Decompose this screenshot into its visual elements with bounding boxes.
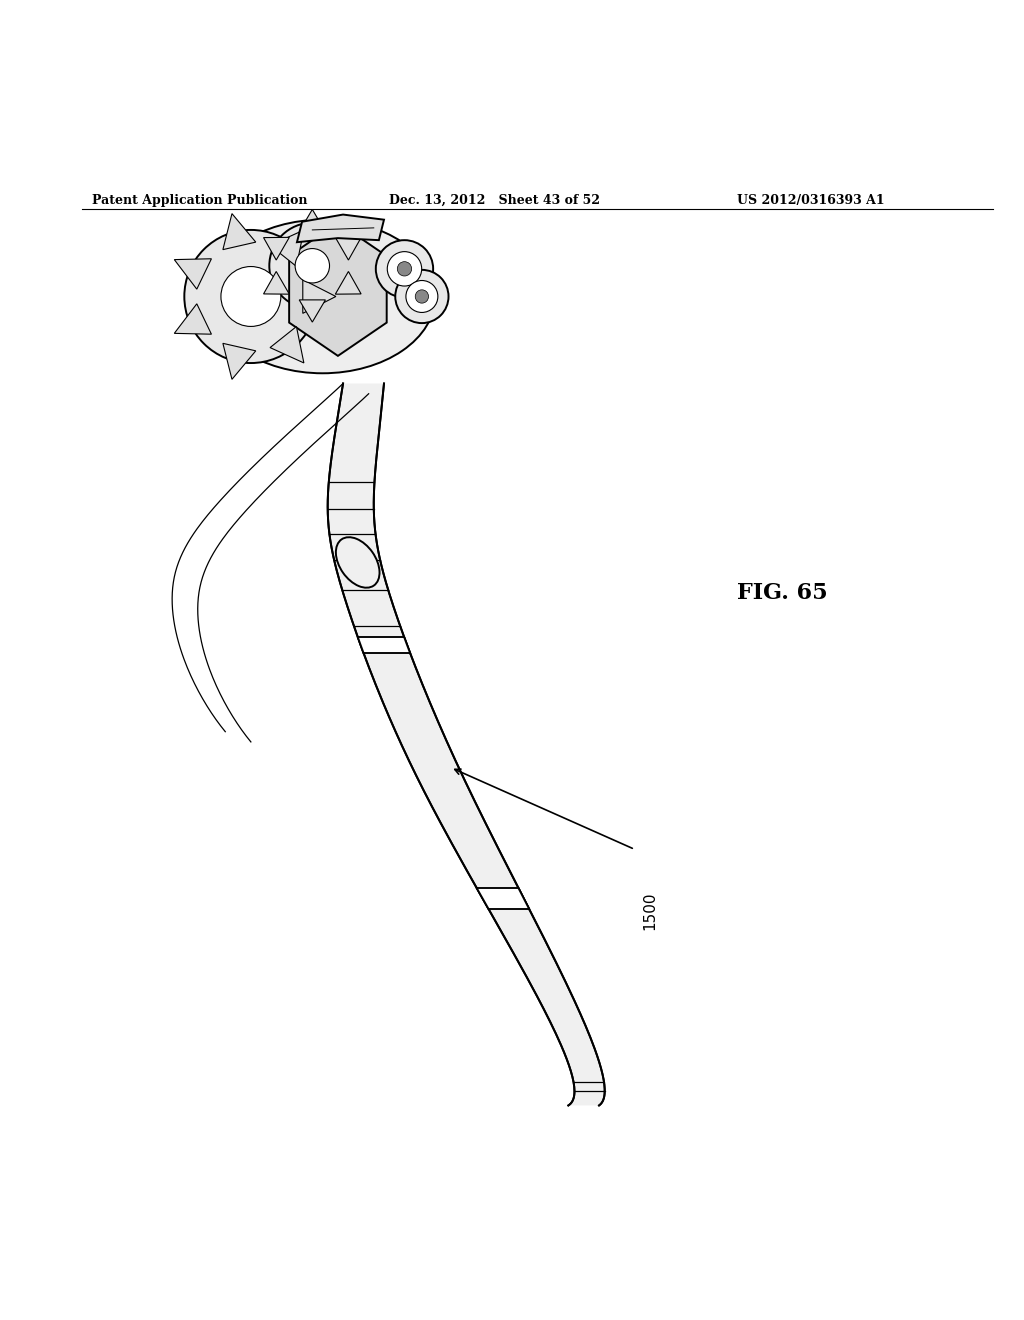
Circle shape — [406, 281, 438, 313]
Polygon shape — [335, 238, 361, 260]
Circle shape — [295, 248, 330, 282]
Polygon shape — [335, 272, 361, 294]
Polygon shape — [328, 384, 605, 1105]
Ellipse shape — [336, 537, 380, 587]
Circle shape — [397, 261, 412, 276]
Polygon shape — [270, 230, 304, 267]
Polygon shape — [348, 297, 430, 352]
Text: 1500: 1500 — [643, 891, 657, 931]
Circle shape — [395, 269, 449, 323]
Polygon shape — [297, 215, 384, 242]
Polygon shape — [357, 638, 410, 653]
Polygon shape — [174, 259, 211, 289]
Circle shape — [387, 252, 422, 286]
Text: FIG. 65: FIG. 65 — [737, 582, 828, 605]
Polygon shape — [303, 280, 336, 313]
Ellipse shape — [210, 219, 435, 374]
Polygon shape — [289, 223, 387, 356]
Polygon shape — [263, 272, 290, 294]
Polygon shape — [263, 238, 290, 260]
Polygon shape — [223, 343, 256, 379]
Text: Dec. 13, 2012   Sheet 43 of 52: Dec. 13, 2012 Sheet 43 of 52 — [389, 194, 600, 207]
Polygon shape — [299, 300, 326, 322]
Polygon shape — [299, 210, 326, 231]
Circle shape — [221, 267, 281, 326]
Circle shape — [416, 290, 428, 304]
Text: US 2012/0316393 A1: US 2012/0316393 A1 — [737, 194, 885, 207]
Polygon shape — [270, 326, 304, 363]
Circle shape — [184, 230, 317, 363]
Text: Patent Application Publication: Patent Application Publication — [92, 194, 307, 207]
Circle shape — [269, 223, 355, 309]
Polygon shape — [223, 214, 256, 249]
Polygon shape — [174, 304, 211, 334]
Circle shape — [376, 240, 433, 297]
Polygon shape — [477, 888, 529, 909]
